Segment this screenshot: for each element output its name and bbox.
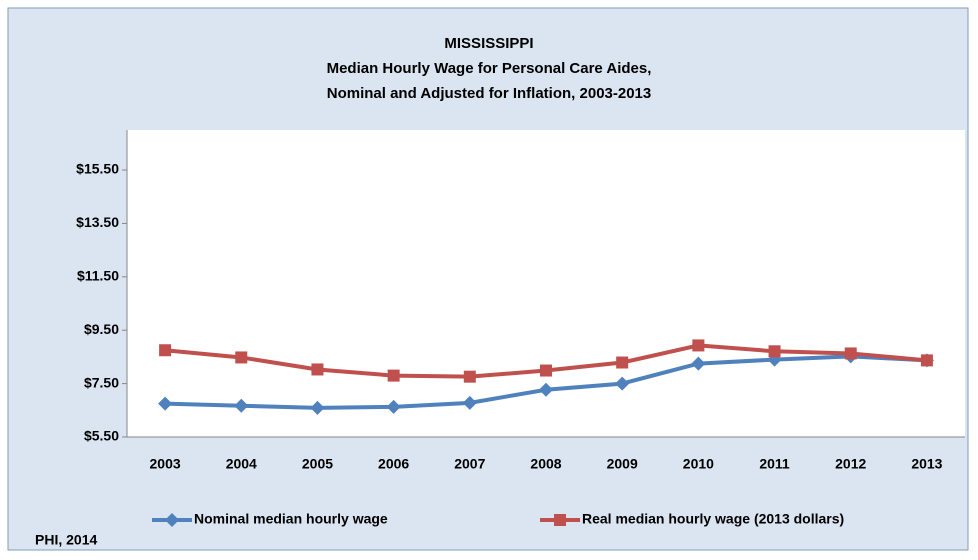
y-tick-label: $15.50 — [76, 161, 119, 177]
point — [616, 356, 629, 369]
x-tick-label: 2009 — [607, 456, 638, 472]
chart-title: Median Hourly Wage for Personal Care Aid… — [327, 60, 652, 77]
legend-label: Real median hourly wage (2013 dollars) — [582, 511, 844, 527]
point — [386, 399, 401, 414]
y-tick-label: $9.50 — [84, 321, 119, 337]
x-tick-label: 2010 — [683, 456, 714, 472]
x-tick-label: 2005 — [302, 456, 333, 472]
point — [540, 364, 552, 377]
x-tick-label: 2013 — [911, 456, 942, 472]
point — [235, 351, 248, 364]
point — [158, 396, 173, 411]
point — [539, 382, 553, 397]
legend-marker — [554, 514, 566, 526]
chart-title: MISSISSIPPI — [444, 35, 533, 52]
y-tick-label: $7.50 — [84, 374, 119, 390]
point — [615, 376, 630, 391]
point — [310, 400, 325, 415]
legend-label: Nominal median hourly wage — [194, 511, 388, 527]
point — [234, 398, 249, 413]
y-tick-label: $11.50 — [77, 268, 119, 284]
point — [463, 370, 476, 383]
point — [920, 354, 933, 367]
legend-marker — [165, 513, 179, 527]
point — [691, 356, 706, 371]
point — [692, 339, 705, 352]
point — [462, 395, 477, 410]
x-tick-label: 2004 — [226, 456, 257, 472]
x-tick-label: 2006 — [378, 456, 409, 472]
x-tick-label: 2011 — [759, 456, 790, 472]
x-tick-label: 2012 — [835, 456, 866, 472]
point — [159, 344, 172, 357]
x-tick-label: 2007 — [454, 456, 485, 472]
point — [768, 345, 781, 358]
source-note: PHI, 2014 — [35, 532, 97, 548]
y-tick-label: $13.50 — [76, 214, 119, 230]
x-tick-label: 2008 — [530, 456, 561, 472]
x-tick-label: 2003 — [150, 456, 181, 472]
chart-title: Nominal and Adjusted for Inflation, 2003… — [327, 85, 652, 102]
point — [387, 369, 400, 382]
point — [844, 347, 857, 360]
y-tick-label: $5.50 — [84, 428, 119, 444]
point — [311, 363, 324, 376]
